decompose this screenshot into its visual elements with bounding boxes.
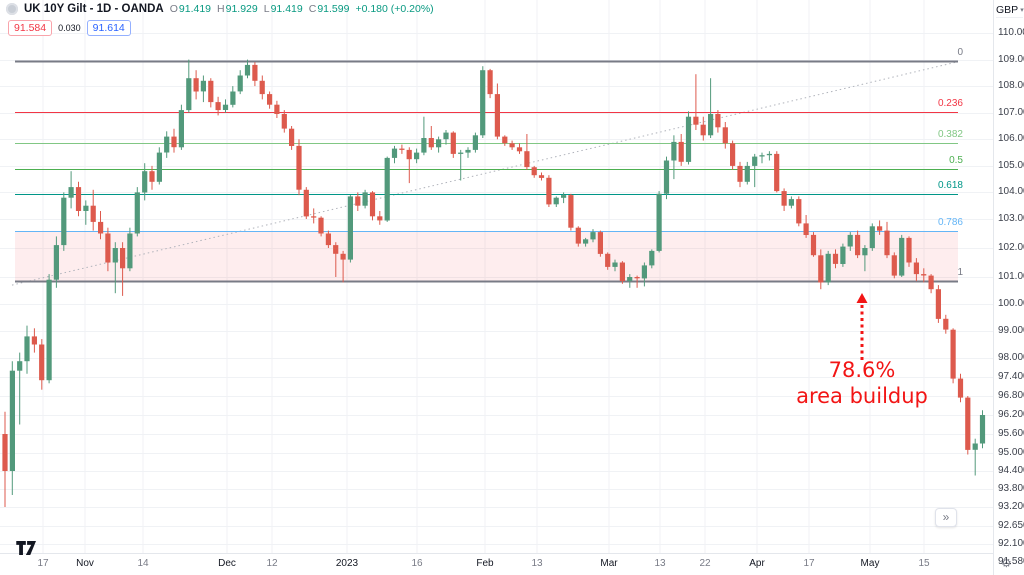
currency-label: GBP (996, 3, 1019, 16)
price-axis-label: 98.000 (998, 352, 1024, 363)
time-axis-label: Nov (76, 558, 94, 569)
price-axis-label: 100.000 (998, 298, 1024, 309)
time-axis-label: 15 (918, 558, 930, 569)
fib-level-label: 0.786 (937, 216, 963, 228)
high-value: 91.929 (225, 3, 258, 15)
time-axis-label: 22 (699, 558, 711, 569)
price-axis-label: 101.000 (998, 271, 1024, 282)
candlestick-chart[interactable] (0, 0, 993, 553)
time-axis-label: Mar (600, 558, 618, 569)
fib-retracement-zone[interactable] (15, 230, 958, 282)
price-axis-label: 108.000 (998, 80, 1024, 92)
currency-selector[interactable]: GBP ▾ (996, 2, 1024, 18)
high-label: H (217, 3, 225, 15)
chevron-down-icon: ▾ (1020, 6, 1024, 14)
price-axis-label: 93.800 (998, 483, 1024, 494)
chart-legend: UK 10Y Gilt - 1D - OANDA O 91.419 H 91.929… (6, 3, 434, 15)
instrument-logo-icon (6, 3, 18, 15)
price-axis-label: 109.000 (998, 53, 1024, 65)
price-axis[interactable]: GBP ▾ ⚙ 110.000 109.000 108.000 107.000 106.… (994, 0, 1024, 575)
low-label: L (263, 3, 270, 15)
settings-icon[interactable]: ⚙ (1001, 556, 1012, 570)
fib-level-label: 0.382 (937, 129, 963, 140)
time-axis-label: 17 (803, 558, 815, 569)
time-axis-label: Apr (749, 558, 765, 569)
chart-pane[interactable]: UK 10Y Gilt - 1D - OANDA O 91.419 H 91.929… (0, 0, 993, 555)
price-axis-label: 105.000 (998, 159, 1024, 171)
text-annotation[interactable]: 78.6% area buildup (787, 357, 937, 409)
time-axis-label: 12 (266, 558, 278, 569)
price-axis-label: 92.650 (998, 519, 1024, 531)
sell-button[interactable]: 91.584 (8, 20, 53, 36)
price-axis-label: 103.000 (998, 213, 1024, 224)
price-axis-label: 110.000 (998, 27, 1024, 38)
spread-value: 0.030 (58, 23, 81, 33)
price-axis-label: 97.400 (998, 371, 1024, 382)
trade-buttons: 91.584 0.030 91.614 (8, 20, 131, 36)
annotation-line1: 78.6% (828, 358, 896, 382)
price-axis-label: 92.100 (998, 538, 1024, 550)
price-axis-label: 107.000 (998, 106, 1024, 118)
price-axis-label: 99.000 (998, 325, 1024, 336)
symbol-title[interactable]: UK 10Y Gilt - 1D - OANDA (24, 3, 164, 15)
low-value: 91.419 (270, 3, 303, 15)
price-axis-label: 94.400 (998, 465, 1024, 476)
price-axis-label: 93.200 (998, 501, 1024, 512)
fib-level-label: 1 (957, 267, 963, 279)
ohlc-values: O 91.419 H 91.929 L 91.419 C 91.599 +0.180 (… (170, 3, 434, 15)
fib-level-label: 0 (957, 46, 963, 58)
scroll-to-latest-button[interactable]: » (935, 508, 957, 527)
candles-layer (2, 59, 986, 507)
price-axis-label: 96.800 (998, 390, 1024, 401)
axis-horizontal-divider (0, 553, 993, 554)
buy-button[interactable]: 91.614 (86, 20, 131, 36)
grid-layer (0, 0, 993, 553)
time-axis-label: Feb (476, 558, 494, 569)
close-label: C (308, 3, 317, 15)
price-axis-label: 95.000 (998, 447, 1024, 458)
price-axis-label: 96.200 (998, 409, 1024, 420)
fib-level-label: 0.5 (949, 154, 963, 166)
annotation-line2: area buildup (796, 384, 928, 408)
price-axis-label: 106.000 (998, 133, 1024, 145)
price-axis-label: 102.000 (998, 242, 1024, 253)
fib-level-label: 0.236 (937, 97, 963, 109)
time-axis-label: May (860, 558, 880, 569)
price-axis-label: 91.580 (998, 556, 1024, 567)
close-value: 91.599 (317, 3, 350, 15)
time-axis-label: 2023 (335, 558, 359, 569)
time-axis-label: 13 (654, 558, 666, 569)
time-axis[interactable]: 17 Nov 14 Dec 12 2023 16 Feb 13 Mar 13 22 Apr 17 May 15 (0, 554, 993, 575)
axis-vertical-divider (993, 0, 994, 575)
open-value: 91.419 (178, 3, 212, 15)
fib-level-label: 0.618 (937, 179, 963, 191)
time-axis-label: Dec (218, 558, 236, 569)
price-axis-label: 95.600 (998, 428, 1024, 439)
time-axis-label: 16 (411, 558, 423, 569)
time-axis-label: 13 (531, 558, 543, 569)
open-label: O (169, 3, 178, 15)
tradingview-logo-icon[interactable] (16, 541, 42, 555)
change-value: +0.180 (+0.20%) (355, 3, 434, 15)
price-axis-label: 104.000 (998, 186, 1024, 198)
time-axis-label: 14 (137, 558, 149, 569)
time-axis-label: 17 (37, 558, 49, 569)
arrow-annotation[interactable] (856, 293, 868, 360)
